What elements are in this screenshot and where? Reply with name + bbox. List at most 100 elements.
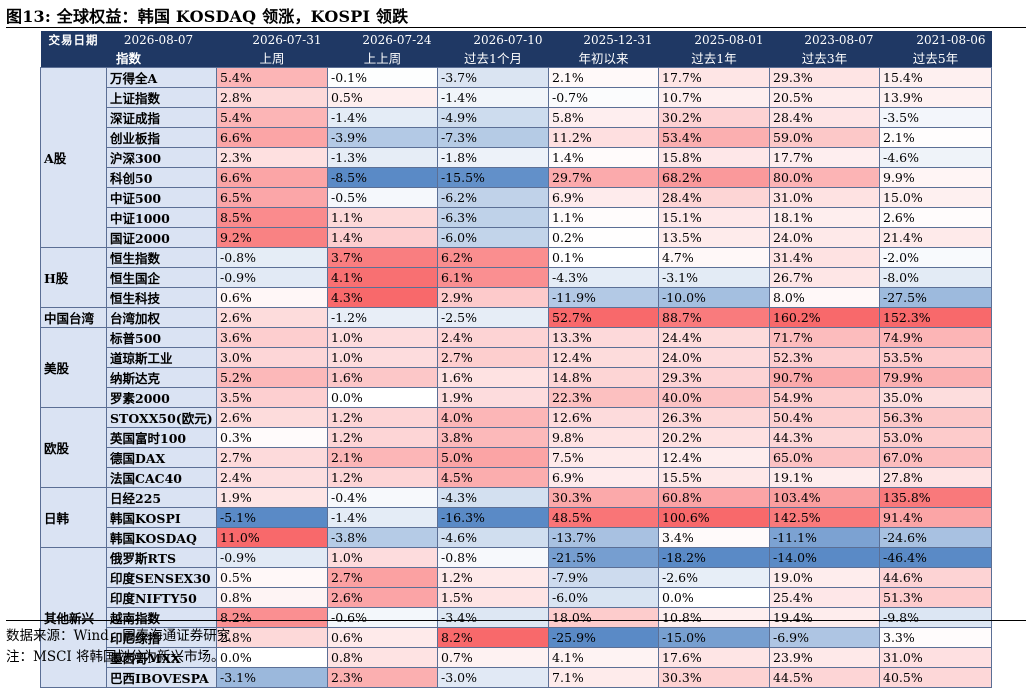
return-cell: 7.5% xyxy=(548,447,659,468)
table-row: 中证500 6.5% -0.5% -6.2% 6.9% 28.4% 31.0% 15.0% xyxy=(41,187,992,208)
return-cell: -7.9% xyxy=(548,567,659,588)
return-cell: -2.5% xyxy=(437,307,549,328)
return-cell: 79.9% xyxy=(879,367,992,388)
return-cell: 30.3% xyxy=(548,487,659,508)
return-cell: 31.4% xyxy=(769,247,880,268)
return-cell: 1.1% xyxy=(548,207,659,228)
return-cell: 13.5% xyxy=(658,227,770,248)
return-cell: 20.2% xyxy=(658,427,770,448)
return-cell: 0.0% xyxy=(327,387,438,408)
return-cell: 50.4% xyxy=(769,407,880,428)
date-cell: 2021-08-06 xyxy=(879,31,992,48)
return-cell: 4.0% xyxy=(437,407,549,428)
index-name: 俄罗斯RTS xyxy=(106,547,217,568)
return-cell: 135.8% xyxy=(879,487,992,508)
return-cell: -0.5% xyxy=(327,187,438,208)
table-row: 纳斯达克 5.2% 1.6% 1.6% 14.8% 29.3% 90.7% 79.9% xyxy=(41,367,992,388)
index-name: 巴西IBOVESPA xyxy=(106,667,217,688)
return-cell: 20.5% xyxy=(769,87,880,108)
table-row: 印度NIFTY50 0.8% 2.6% 1.5% -6.0% 0.0% 25.4% 51.3% xyxy=(41,587,992,608)
index-name: 纳斯达克 xyxy=(106,367,217,388)
return-cell: -27.5% xyxy=(879,287,992,308)
table-row: H股 恒生指数 -0.8% 3.7% 6.2% 0.1% 4.7% 31.4% -2.0% xyxy=(40,247,992,308)
return-cell: 13.9% xyxy=(879,87,992,108)
return-cell: 2.7% xyxy=(437,347,549,368)
return-cell: 4.1% xyxy=(548,647,659,668)
return-cell: 27.8% xyxy=(879,467,992,488)
return-cell: -16.3% xyxy=(437,507,549,528)
return-cell: 100.6% xyxy=(658,507,770,528)
return-cell: 18.0% xyxy=(548,607,659,628)
return-cell: 15.1% xyxy=(658,207,770,228)
return-cell: -6.0% xyxy=(548,587,659,608)
return-cell: 11.2% xyxy=(548,127,659,148)
return-cell: 2.6% xyxy=(879,207,992,228)
return-cell: 52.3% xyxy=(769,347,880,368)
return-cell: -8.5% xyxy=(327,167,438,188)
return-cell: 1.4% xyxy=(327,227,438,248)
return-cell: 8.2% xyxy=(216,607,328,628)
date-cell: 2025-08-01 xyxy=(658,31,770,48)
return-cell: -5.1% xyxy=(216,507,328,528)
return-cell: 0.7% xyxy=(437,647,549,668)
index-label: 指数 xyxy=(40,48,217,68)
return-cell: -1.2% xyxy=(327,307,438,328)
table-row: 美股 标普500 3.6% 1.0% 2.4% 13.3% 24.4% 71.7% 74.9% xyxy=(40,327,992,408)
return-cell: -18.2% xyxy=(658,547,770,568)
return-cell: 29.7% xyxy=(548,167,659,188)
return-cell: 80.0% xyxy=(769,167,880,188)
index-name: 万得全A xyxy=(106,67,217,88)
return-cell: -2.6% xyxy=(658,567,770,588)
return-cell: 29.3% xyxy=(769,67,880,88)
return-cell: 65.0% xyxy=(769,447,880,468)
return-cell: -0.1% xyxy=(327,67,438,88)
table-row: 印度SENSEX30 0.5% 2.7% 1.2% -7.9% -2.6% 19.0% 44.… xyxy=(41,567,992,588)
return-cell: 13.3% xyxy=(548,327,659,348)
group-label: 日韩 xyxy=(40,487,107,548)
return-cell: -24.6% xyxy=(879,527,992,548)
return-cell: -6.2% xyxy=(437,187,549,208)
return-cell: -3.9% xyxy=(327,127,438,148)
return-cell: 1.2% xyxy=(327,467,438,488)
return-cell: 1.0% xyxy=(327,347,438,368)
return-cell: 19.4% xyxy=(769,607,880,628)
return-cell: 10.8% xyxy=(658,607,770,628)
bottom-rule xyxy=(6,620,1026,621)
return-cell: 59.0% xyxy=(769,127,880,148)
return-cell: 12.6% xyxy=(548,407,659,428)
table-row: 创业板指 6.6% -3.9% -7.3% 11.2% 53.4% 59.0% 2.1% xyxy=(41,127,992,148)
return-cell: 6.2% xyxy=(437,247,549,268)
return-cell: 68.2% xyxy=(658,167,770,188)
return-cell: 152.3% xyxy=(879,307,992,328)
index-name: 深证成指 xyxy=(106,107,217,128)
date-cell: 2026-08-07 xyxy=(106,31,217,48)
return-cell: 2.7% xyxy=(327,567,438,588)
table-row: 欧股 STOXX50(欧元) 2.6% 1.2% 4.0% 12.6% 26.3% 50.4%… xyxy=(40,407,992,488)
index-name: 墨西哥MXX xyxy=(106,647,217,668)
return-cell: 103.4% xyxy=(769,487,880,508)
return-cell: 0.2% xyxy=(548,227,659,248)
date-cell: 2026-07-10 xyxy=(437,31,549,48)
return-cell: 26.3% xyxy=(658,407,770,428)
period-header-row: 指数 上周 上上周 过去1个月 年初以来 过去1年 过去3年 过去5年 xyxy=(40,48,992,68)
return-cell: 2.3% xyxy=(216,147,328,168)
return-cell: 9.8% xyxy=(548,427,659,448)
return-cell: 56.3% xyxy=(879,407,992,428)
return-cell: -1.3% xyxy=(327,147,438,168)
table-row: 日韩 日经225 1.9% -0.4% -4.3% 30.3% 60.8% 103.4% 135… xyxy=(40,487,992,548)
period-cell: 过去5年 xyxy=(879,48,992,68)
return-cell: 0.0% xyxy=(658,587,770,608)
return-cell: 2.6% xyxy=(327,587,438,608)
table-row: 上证指数 2.8% 0.5% -1.4% -0.7% 10.7% 20.5% 13.9% xyxy=(41,87,992,108)
return-cell: 1.9% xyxy=(437,387,549,408)
index-name: 恒生科技 xyxy=(106,287,217,308)
return-cell: 2.8% xyxy=(216,87,328,108)
return-cell: 2.8% xyxy=(216,627,328,648)
return-cell: 71.7% xyxy=(769,327,880,348)
return-cell: 74.9% xyxy=(879,327,992,348)
return-cell: 2.7% xyxy=(216,447,328,468)
return-cell: 25.4% xyxy=(769,587,880,608)
table-row: 韩国KOSPI -5.1% -1.4% -16.3% 48.5% 100.6% 142.5%… xyxy=(41,507,992,528)
date-cell: 2025-12-31 xyxy=(548,31,659,48)
return-cell: 35.0% xyxy=(879,387,992,408)
